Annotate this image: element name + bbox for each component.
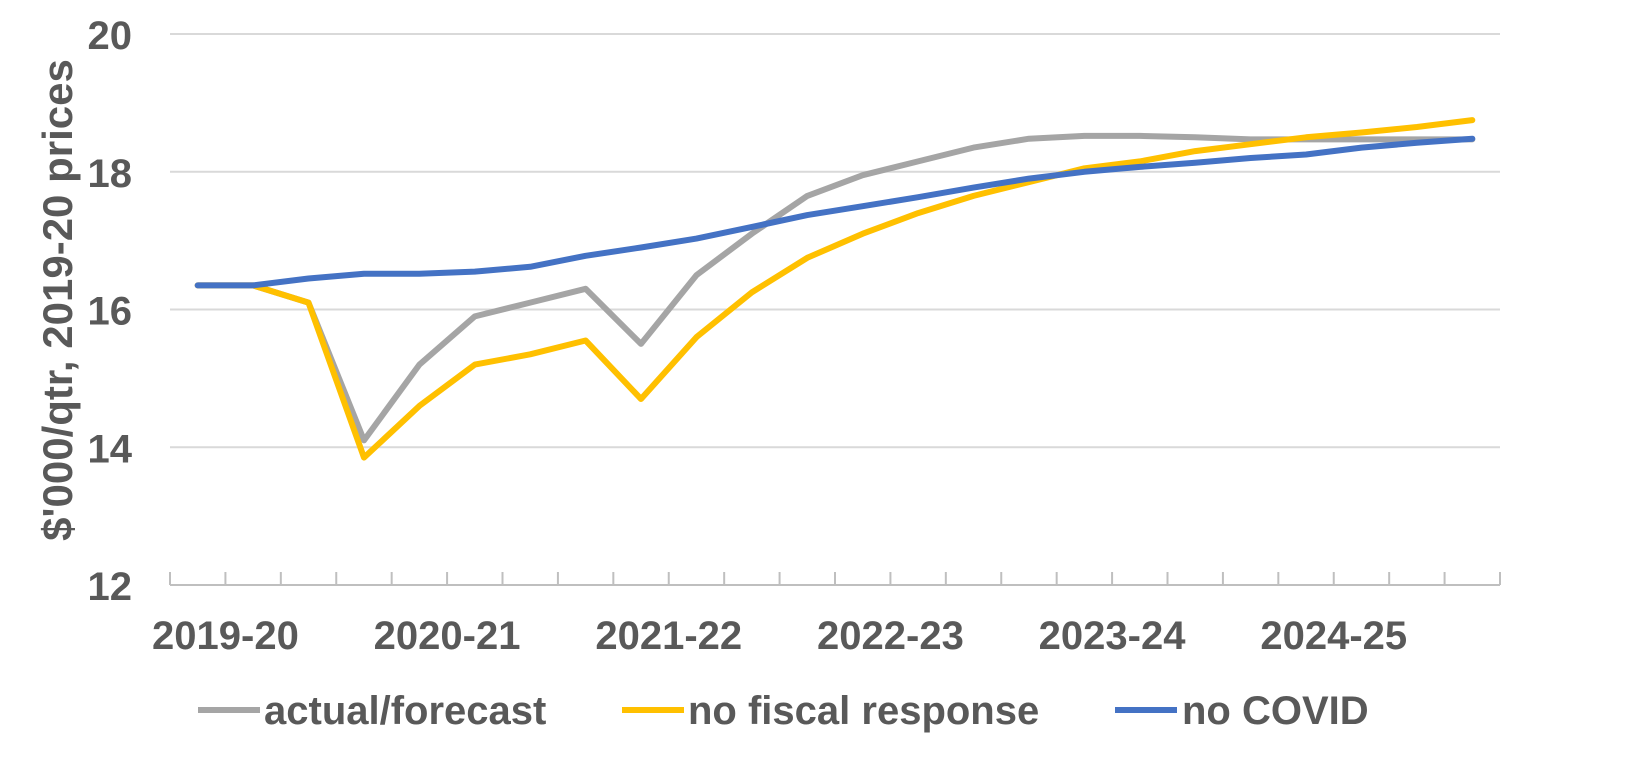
series-lines	[194, 117, 1476, 461]
x-axis	[169, 572, 1501, 586]
gridlines	[170, 33, 1500, 449]
x-tick-labels: 2019-20 2020-21 2021-22 2022-23 2023-24 2024-…	[152, 614, 1407, 658]
legend: actual/forecast no fiscal response no COVI…	[198, 689, 1369, 733]
x-tick-label: 2020-21	[374, 614, 521, 658]
x-tick-label: 2023-24	[1039, 614, 1187, 658]
y-axis-label: $'000/qtr, 2019-20 prices	[34, 59, 81, 541]
y-tick-label: 16	[88, 290, 133, 334]
x-tick-label: 2024-25	[1260, 614, 1407, 658]
x-tick-label: 2019-20	[152, 614, 299, 658]
y-tick-labels: 12 14 16 18 20	[88, 14, 133, 609]
series-line-actual-forecast	[194, 132, 1476, 444]
y-tick-label: 20	[88, 14, 133, 58]
x-tick-label: 2022-23	[817, 614, 964, 658]
y-tick-label: 14	[88, 427, 133, 471]
legend-label-no-covid: no COVID	[1182, 689, 1369, 733]
legend-label-no-fiscal-response: no fiscal response	[688, 689, 1039, 733]
y-tick-label: 18	[88, 152, 133, 196]
series-line-no-covid	[194, 135, 1476, 289]
series-line-no-fiscal-response	[194, 117, 1476, 461]
y-tick-label: 12	[88, 565, 133, 609]
x-tick-label: 2021-22	[595, 614, 742, 658]
legend-label-actual-forecast: actual/forecast	[264, 689, 546, 733]
